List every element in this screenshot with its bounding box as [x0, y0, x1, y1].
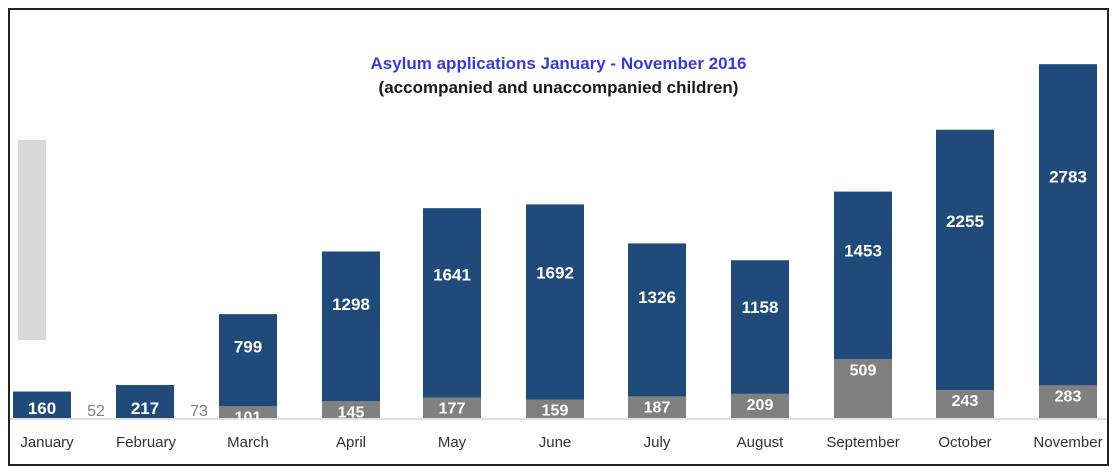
bar-label-dark-november: 2783: [1049, 168, 1087, 187]
bar-label-dark-june: 1692: [536, 264, 574, 283]
x-tick-label-february: February: [116, 434, 177, 451]
bar-label-grey-march: 101: [235, 409, 262, 426]
x-tick-label-january: January: [20, 434, 74, 451]
x-tick-label-november: November: [1033, 434, 1102, 451]
bar-dark-march: [219, 314, 277, 407]
bar-grey-may: [423, 397, 481, 418]
bar-label-grey-september: 509: [850, 362, 877, 379]
x-tick-label-june: June: [539, 434, 572, 451]
bar-dark-february: [116, 384, 174, 418]
bar-label-dark-august: 1158: [742, 298, 779, 317]
x-tick-label-april: April: [336, 434, 366, 451]
x-tick-label-march: March: [227, 434, 269, 451]
bar-label-grey-august: 209: [747, 397, 774, 414]
bar-label-grey-january: 52: [87, 403, 105, 420]
chart-border: [8, 8, 1109, 466]
bar-label-dark-february: 217: [131, 399, 159, 418]
bar-label-grey-june: 159: [542, 403, 569, 420]
bar-label-dark-july: 1326: [638, 288, 676, 307]
bar-grey-november: [1039, 385, 1097, 418]
bar-dark-september: [834, 191, 892, 360]
x-tick-label-july: July: [644, 434, 671, 451]
bar-label-grey-may: 177: [439, 401, 466, 418]
x-tick-label-september: September: [826, 434, 899, 451]
bar-dark-november: [1039, 64, 1097, 386]
bar-label-dark-march: 799: [234, 337, 262, 356]
bar-label-grey-october: 243: [952, 393, 979, 410]
chart-subtitle: (accompanied and unaccompanied children): [378, 78, 739, 97]
bar-dark-may: [423, 208, 481, 398]
bar-grey-september: [834, 359, 892, 418]
bar-dark-april: [322, 251, 380, 402]
bar-label-grey-april: 145: [338, 404, 365, 421]
bar-dark-june: [526, 204, 584, 400]
bar-label-dark-january: 160: [28, 399, 56, 418]
bar-label-grey-february: 73: [190, 403, 208, 420]
bar-dark-august: [731, 260, 789, 394]
bar-label-dark-september: 1453: [844, 241, 882, 260]
x-tick-label-october: October: [938, 434, 991, 451]
bar-label-dark-april: 1298: [332, 295, 370, 314]
bar-label-dark-october: 2255: [946, 212, 984, 231]
bar-grey-june: [526, 399, 584, 418]
chart-title: Asylum applications January - November 2…: [370, 54, 747, 73]
bar-label-dark-may: 1641: [433, 265, 471, 284]
bar-label-grey-july: 187: [644, 399, 671, 416]
x-tick-label-august: August: [737, 434, 785, 451]
bar-grey-august: [731, 393, 789, 418]
legend-placeholder: [18, 140, 46, 340]
x-tick-label-may: May: [438, 434, 467, 451]
bar-dark-october: [936, 129, 994, 390]
bar-grey-july: [628, 396, 686, 418]
bar-grey-march: [219, 406, 277, 418]
bar-dark-january: [13, 391, 71, 418]
bar-dark-july: [628, 243, 686, 397]
bar-grey-april: [322, 401, 380, 418]
bar-label-grey-november: 283: [1055, 388, 1082, 405]
bar-grey-october: [936, 389, 994, 418]
